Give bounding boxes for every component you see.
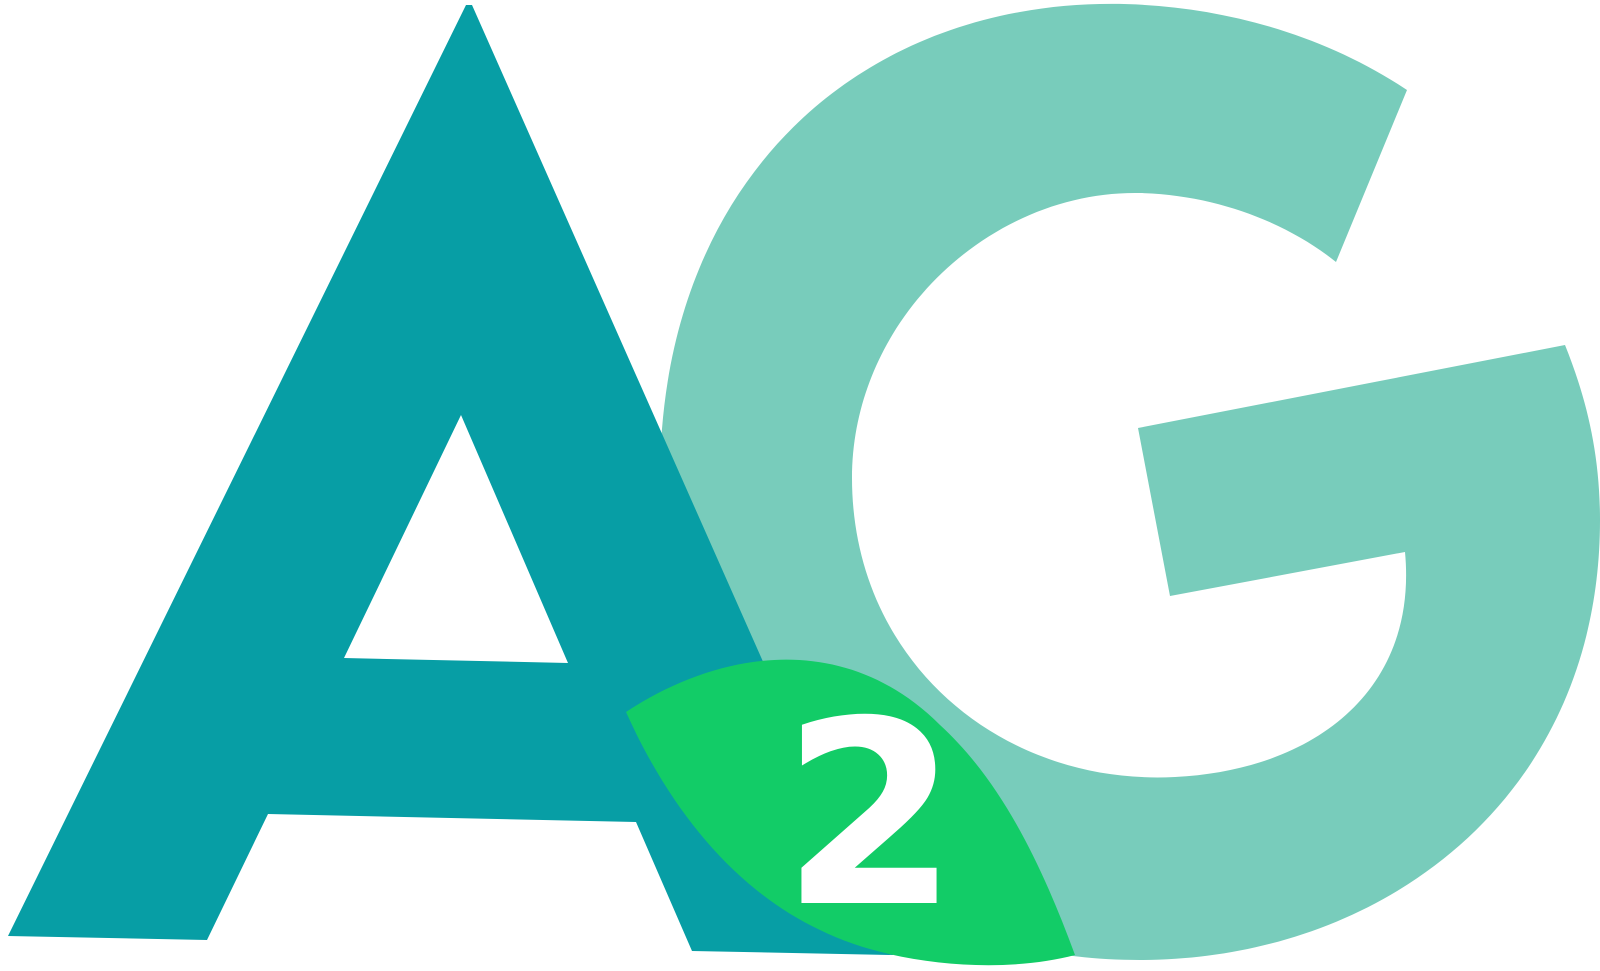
logo-digit-text: 2 [781,667,958,964]
logo-digit-2: 2 [781,667,958,964]
logo-leaf [626,659,1075,966]
